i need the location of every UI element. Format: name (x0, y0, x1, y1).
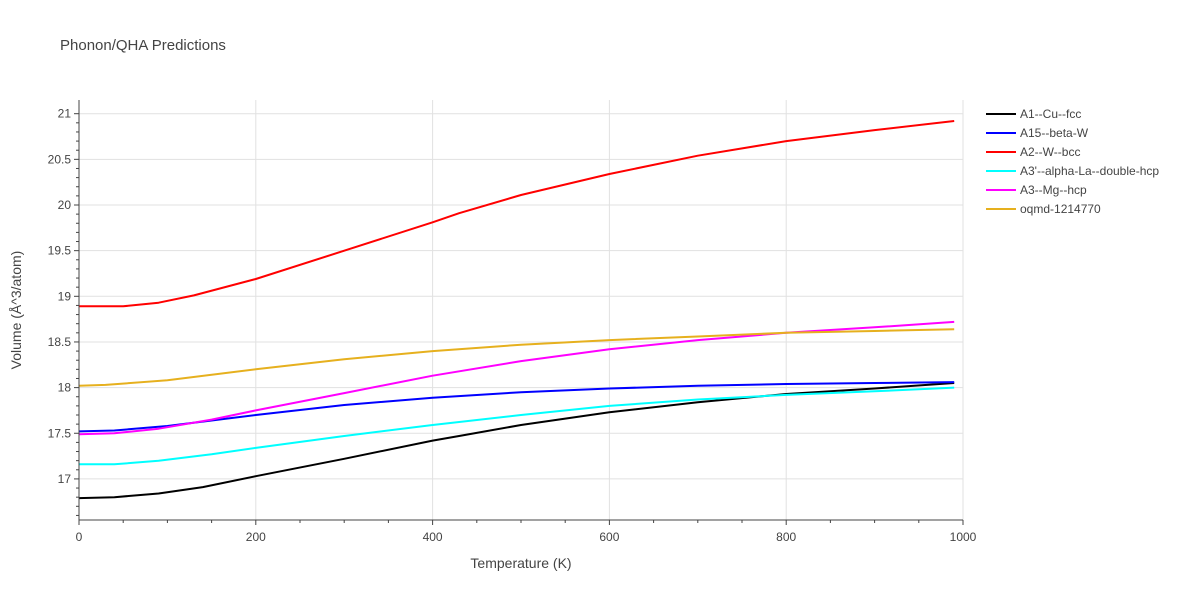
series-line-5[interactable] (78, 320, 955, 436)
y-tick-label: 18.5 (48, 335, 72, 349)
series-line-1[interactable] (78, 382, 955, 500)
y-tick-label: 17 (58, 472, 72, 486)
legend-item-2[interactable]: A15--beta-W (986, 126, 1089, 140)
grid (79, 100, 964, 520)
legend-label: oqmd-1214770 (1020, 202, 1101, 216)
series-line-4[interactable] (79, 386, 955, 466)
y-axis-title: Volume (Å^3/atom) (8, 251, 24, 370)
x-tick-label: 800 (776, 530, 796, 544)
legend-label: A3--Mg--hcp (1020, 183, 1087, 197)
y-tick-label: 20 (58, 198, 72, 212)
x-tick-label: 200 (246, 530, 266, 544)
legend-label: A15--beta-W (1020, 126, 1089, 140)
chart-title: Phonon/QHA Predictions (60, 37, 226, 54)
series-line-2[interactable] (78, 381, 955, 433)
legend[interactable]: A1--Cu--fcc A15--beta-W A2--W--bcc A3'--alp… (986, 107, 1159, 216)
x-tick-label: 1000 (950, 530, 977, 544)
x-tick-label: 0 (76, 530, 83, 544)
legend-item-6[interactable]: oqmd-1214770 (986, 202, 1101, 216)
legend-item-1[interactable]: A1--Cu--fcc (986, 107, 1081, 121)
legend-label: A2--W--bcc (1020, 145, 1080, 159)
legend-item-5[interactable]: A3--Mg--hcp (986, 183, 1087, 197)
legend-label: A3'--alpha-La--double-hcp (1020, 164, 1159, 178)
legend-item-4[interactable]: A3'--alpha-La--double-hcp (986, 164, 1159, 178)
y-tick-label: 20.5 (48, 152, 72, 166)
y-tick-label: 19 (58, 289, 72, 303)
y-tick-label: 17.5 (48, 426, 72, 440)
plot-area[interactable] (78, 120, 955, 500)
y-tick-label: 18 (58, 381, 72, 395)
series-line-3[interactable] (79, 120, 955, 308)
legend-item-3[interactable]: A2--W--bcc (986, 145, 1080, 159)
axes: 0 200 400 600 800 1000 17 17.5 18 18.5 19 19.5 20 20.… (48, 100, 977, 544)
y-tick-label: 19.5 (48, 244, 72, 258)
x-axis-title: Temperature (K) (470, 555, 571, 571)
series-line-6[interactable] (78, 328, 955, 387)
x-tick-label: 600 (599, 530, 619, 544)
y-tick-label: 21 (58, 107, 72, 121)
legend-label: A1--Cu--fcc (1020, 107, 1081, 121)
x-tick-label: 400 (423, 530, 443, 544)
